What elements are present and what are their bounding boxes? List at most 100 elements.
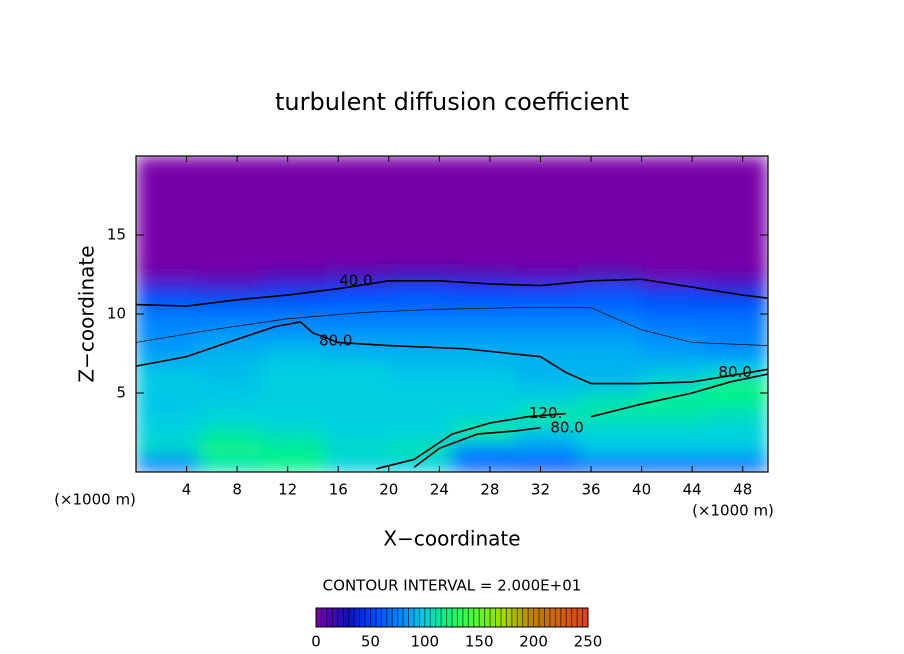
field-cell xyxy=(641,266,706,283)
field-cell xyxy=(136,281,200,299)
contour-line xyxy=(375,412,566,470)
x-tick-label: 16 xyxy=(329,481,348,499)
x-tick-label: 4 xyxy=(182,481,192,499)
field-cell xyxy=(261,392,327,410)
field-cell xyxy=(136,439,200,457)
field-cell xyxy=(451,281,516,299)
field-cell xyxy=(136,376,200,394)
field-cell xyxy=(136,392,200,410)
field-cell xyxy=(325,281,390,299)
field-cell xyxy=(325,439,390,457)
contour-interval: CONTOUR INTERVAL = 2.000E+01 xyxy=(323,577,582,595)
field-cell xyxy=(577,424,643,441)
colorbar-tick-label: 50 xyxy=(361,633,380,651)
field-cell xyxy=(325,230,390,268)
colorbar-tick-label: 150 xyxy=(465,633,494,651)
contour-line xyxy=(136,307,768,346)
x-tick-label: 12 xyxy=(278,481,297,499)
field-cell xyxy=(451,392,516,410)
field-cell xyxy=(514,329,579,347)
field-cell xyxy=(325,266,390,283)
x-tick-label: 44 xyxy=(683,481,702,499)
field-cell xyxy=(451,455,516,472)
field-cell xyxy=(388,329,453,347)
field-cell xyxy=(451,408,516,426)
field-cell xyxy=(388,297,453,315)
field-cell xyxy=(577,156,643,232)
field-cell xyxy=(704,297,768,315)
field-cell xyxy=(641,360,706,378)
x-tick-label: 36 xyxy=(581,481,600,499)
field-cell xyxy=(451,424,516,441)
field-cell xyxy=(136,424,200,441)
field-cell xyxy=(261,424,327,441)
field-cell xyxy=(198,376,263,394)
field-cell xyxy=(577,392,643,410)
field-cell xyxy=(261,345,327,362)
field-cell xyxy=(514,376,579,394)
field-cell xyxy=(388,313,453,331)
field-cell xyxy=(704,360,768,378)
contour-line xyxy=(413,426,541,468)
field-cell xyxy=(325,313,390,331)
colorbar-tick-label: 0 xyxy=(311,633,321,651)
field-cell xyxy=(325,156,390,232)
field-cell xyxy=(641,230,706,268)
field-cell xyxy=(198,329,263,347)
field-cell xyxy=(261,439,327,457)
field-cell xyxy=(577,297,643,315)
field-cell xyxy=(577,281,643,299)
colorbar-tick-label: 200 xyxy=(519,633,548,651)
contour-line xyxy=(136,278,768,307)
contour-line xyxy=(136,321,768,385)
field-cell xyxy=(325,376,390,394)
colorbar-tick-label: 250 xyxy=(574,633,603,651)
field-cell xyxy=(198,313,263,331)
field-cell xyxy=(577,360,643,378)
x-axis-label: X−coordinate xyxy=(383,527,520,551)
field-cell xyxy=(198,455,263,472)
field-cell xyxy=(514,455,579,472)
y-axis-label: Z−coordinate xyxy=(75,245,99,382)
field-cell xyxy=(451,329,516,347)
contour-label: 120. xyxy=(529,404,562,422)
field-cell xyxy=(641,376,706,394)
field-cell xyxy=(198,281,263,299)
field-cell xyxy=(641,439,706,457)
field-cell xyxy=(704,424,768,441)
field-cell xyxy=(261,408,327,426)
x-tick-label: 20 xyxy=(379,481,398,499)
contour-line xyxy=(590,373,768,418)
field-cell xyxy=(325,360,390,378)
x-tick-label: 8 xyxy=(232,481,242,499)
field-cell xyxy=(704,266,768,283)
field-cell xyxy=(704,230,768,268)
contour-label: 80.0 xyxy=(550,418,583,436)
field-cell xyxy=(388,266,453,283)
field-cell xyxy=(704,329,768,347)
field-cell xyxy=(641,297,706,315)
field-cell xyxy=(704,313,768,331)
field-cell xyxy=(704,455,768,472)
field-cell xyxy=(641,156,706,232)
x-tick-label: 24 xyxy=(430,481,449,499)
field-cell xyxy=(451,439,516,457)
field-cell xyxy=(514,439,579,457)
field-cell xyxy=(704,392,768,410)
field-cell xyxy=(261,230,327,268)
field-cell xyxy=(198,345,263,362)
field-cell xyxy=(136,345,200,362)
field xyxy=(136,156,768,472)
field-cell xyxy=(261,329,327,347)
field-cell xyxy=(514,313,579,331)
field-cell xyxy=(577,439,643,457)
field-cell xyxy=(451,376,516,394)
chart-title: turbulent diffusion coefficient xyxy=(275,88,629,116)
field-cell xyxy=(136,329,200,347)
field-cell xyxy=(451,297,516,315)
field-cell xyxy=(261,376,327,394)
field-cell xyxy=(514,345,579,362)
field-cell xyxy=(388,455,453,472)
